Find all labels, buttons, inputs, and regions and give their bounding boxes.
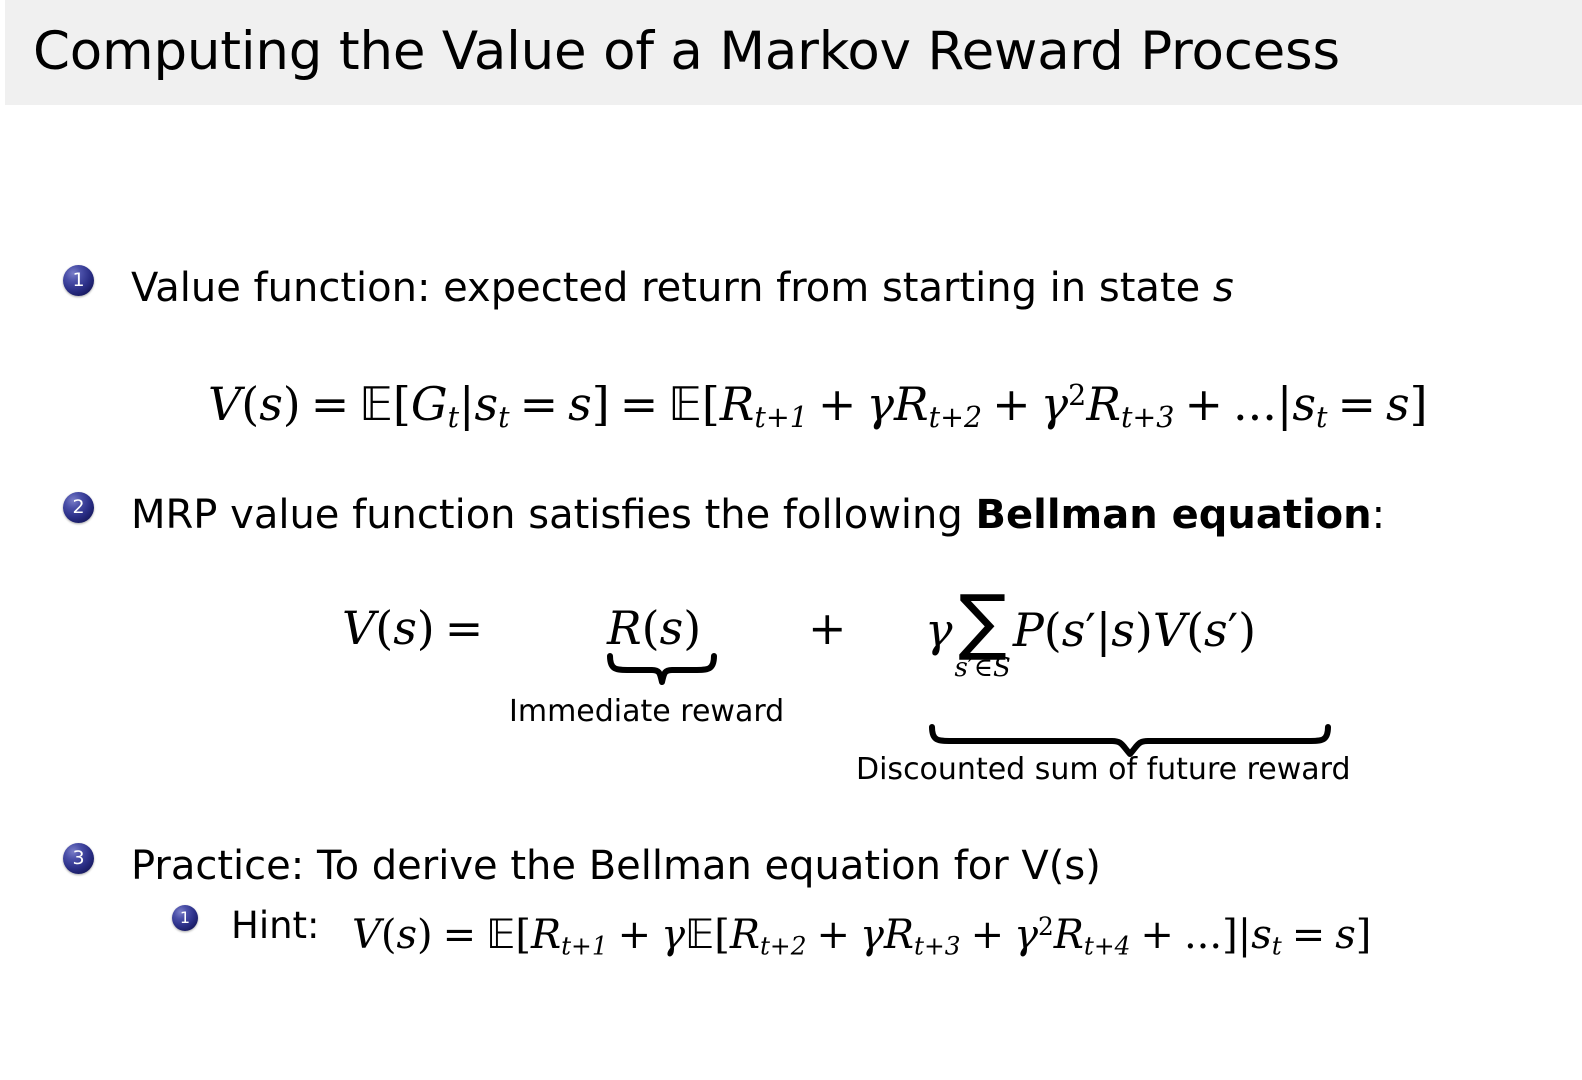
bullet-number-badge-2: 2 <box>63 492 94 523</box>
annotation-discounted-sum: Discounted sum of future reward <box>856 752 1351 787</box>
bullet-text-1: Value function: expected return from sta… <box>131 265 1234 311</box>
page-title: Computing the Value of a Markov Reward P… <box>33 21 1340 82</box>
bullet-text-1-state-symbol: s <box>1212 265 1234 311</box>
bullet-text-3: Practice: To derive the Bellman equation… <box>131 843 1101 889</box>
equation-bellman-immediate-reward: R(s) <box>607 601 702 655</box>
annotation-immediate-reward: Immediate reward <box>509 694 785 729</box>
summation-index: s′∈S <box>954 653 1011 683</box>
bullet-text-2-colon: : <box>1371 492 1386 538</box>
bullet-item-3-1: 1 Hint: <box>172 905 320 947</box>
bullet-number-badge-1: 1 <box>63 265 94 296</box>
slide-header-band: Computing the Value of a Markov Reward P… <box>5 0 1582 105</box>
equation-value-function: V(s) = 𝔼[Gt|st = s] = 𝔼[Rt+1 + γRt+2 + γ2Rt+3 + ...|… <box>208 376 1428 435</box>
equation-hint: V(s) = 𝔼[Rt+1 + γ𝔼[Rt+2 + γRt+3 + γ2Rt+4 + ...]|st… <box>352 911 1372 961</box>
underbrace-discounted-sum <box>928 723 1332 757</box>
bullet-text-1-main: Value function: expected return from sta… <box>131 265 1213 311</box>
bullet-text-2: MRP value function satisfies the followi… <box>131 492 1385 538</box>
summation-operator: ∑ s′∈S <box>954 579 1011 683</box>
bullet-item-2: 2 MRP value function satisfies the follo… <box>63 492 1385 538</box>
bullet-item-1: 1 Value function: expected return from s… <box>63 265 1234 311</box>
bullet-text-2-main: MRP value function satisfies the followi… <box>131 492 976 538</box>
bullet-number-badge-3-1: 1 <box>172 905 198 931</box>
bullet-text-2-emphasis: Bellman equation <box>975 492 1372 538</box>
underbrace-immediate-reward <box>606 652 718 686</box>
bullet-text-3-1-hint-label: Hint: <box>231 904 320 947</box>
equation-bellman-discounted-sum: γ ∑ s′∈S P(s′|s)V(s′) <box>925 579 1257 683</box>
bullet-number-badge-3: 3 <box>63 843 94 874</box>
equation-bellman-lhs: V(s) = <box>342 601 484 655</box>
equation-bellman-operator: + <box>808 601 847 655</box>
bullet-item-3: 3 Practice: To derive the Bellman equati… <box>63 843 1101 889</box>
